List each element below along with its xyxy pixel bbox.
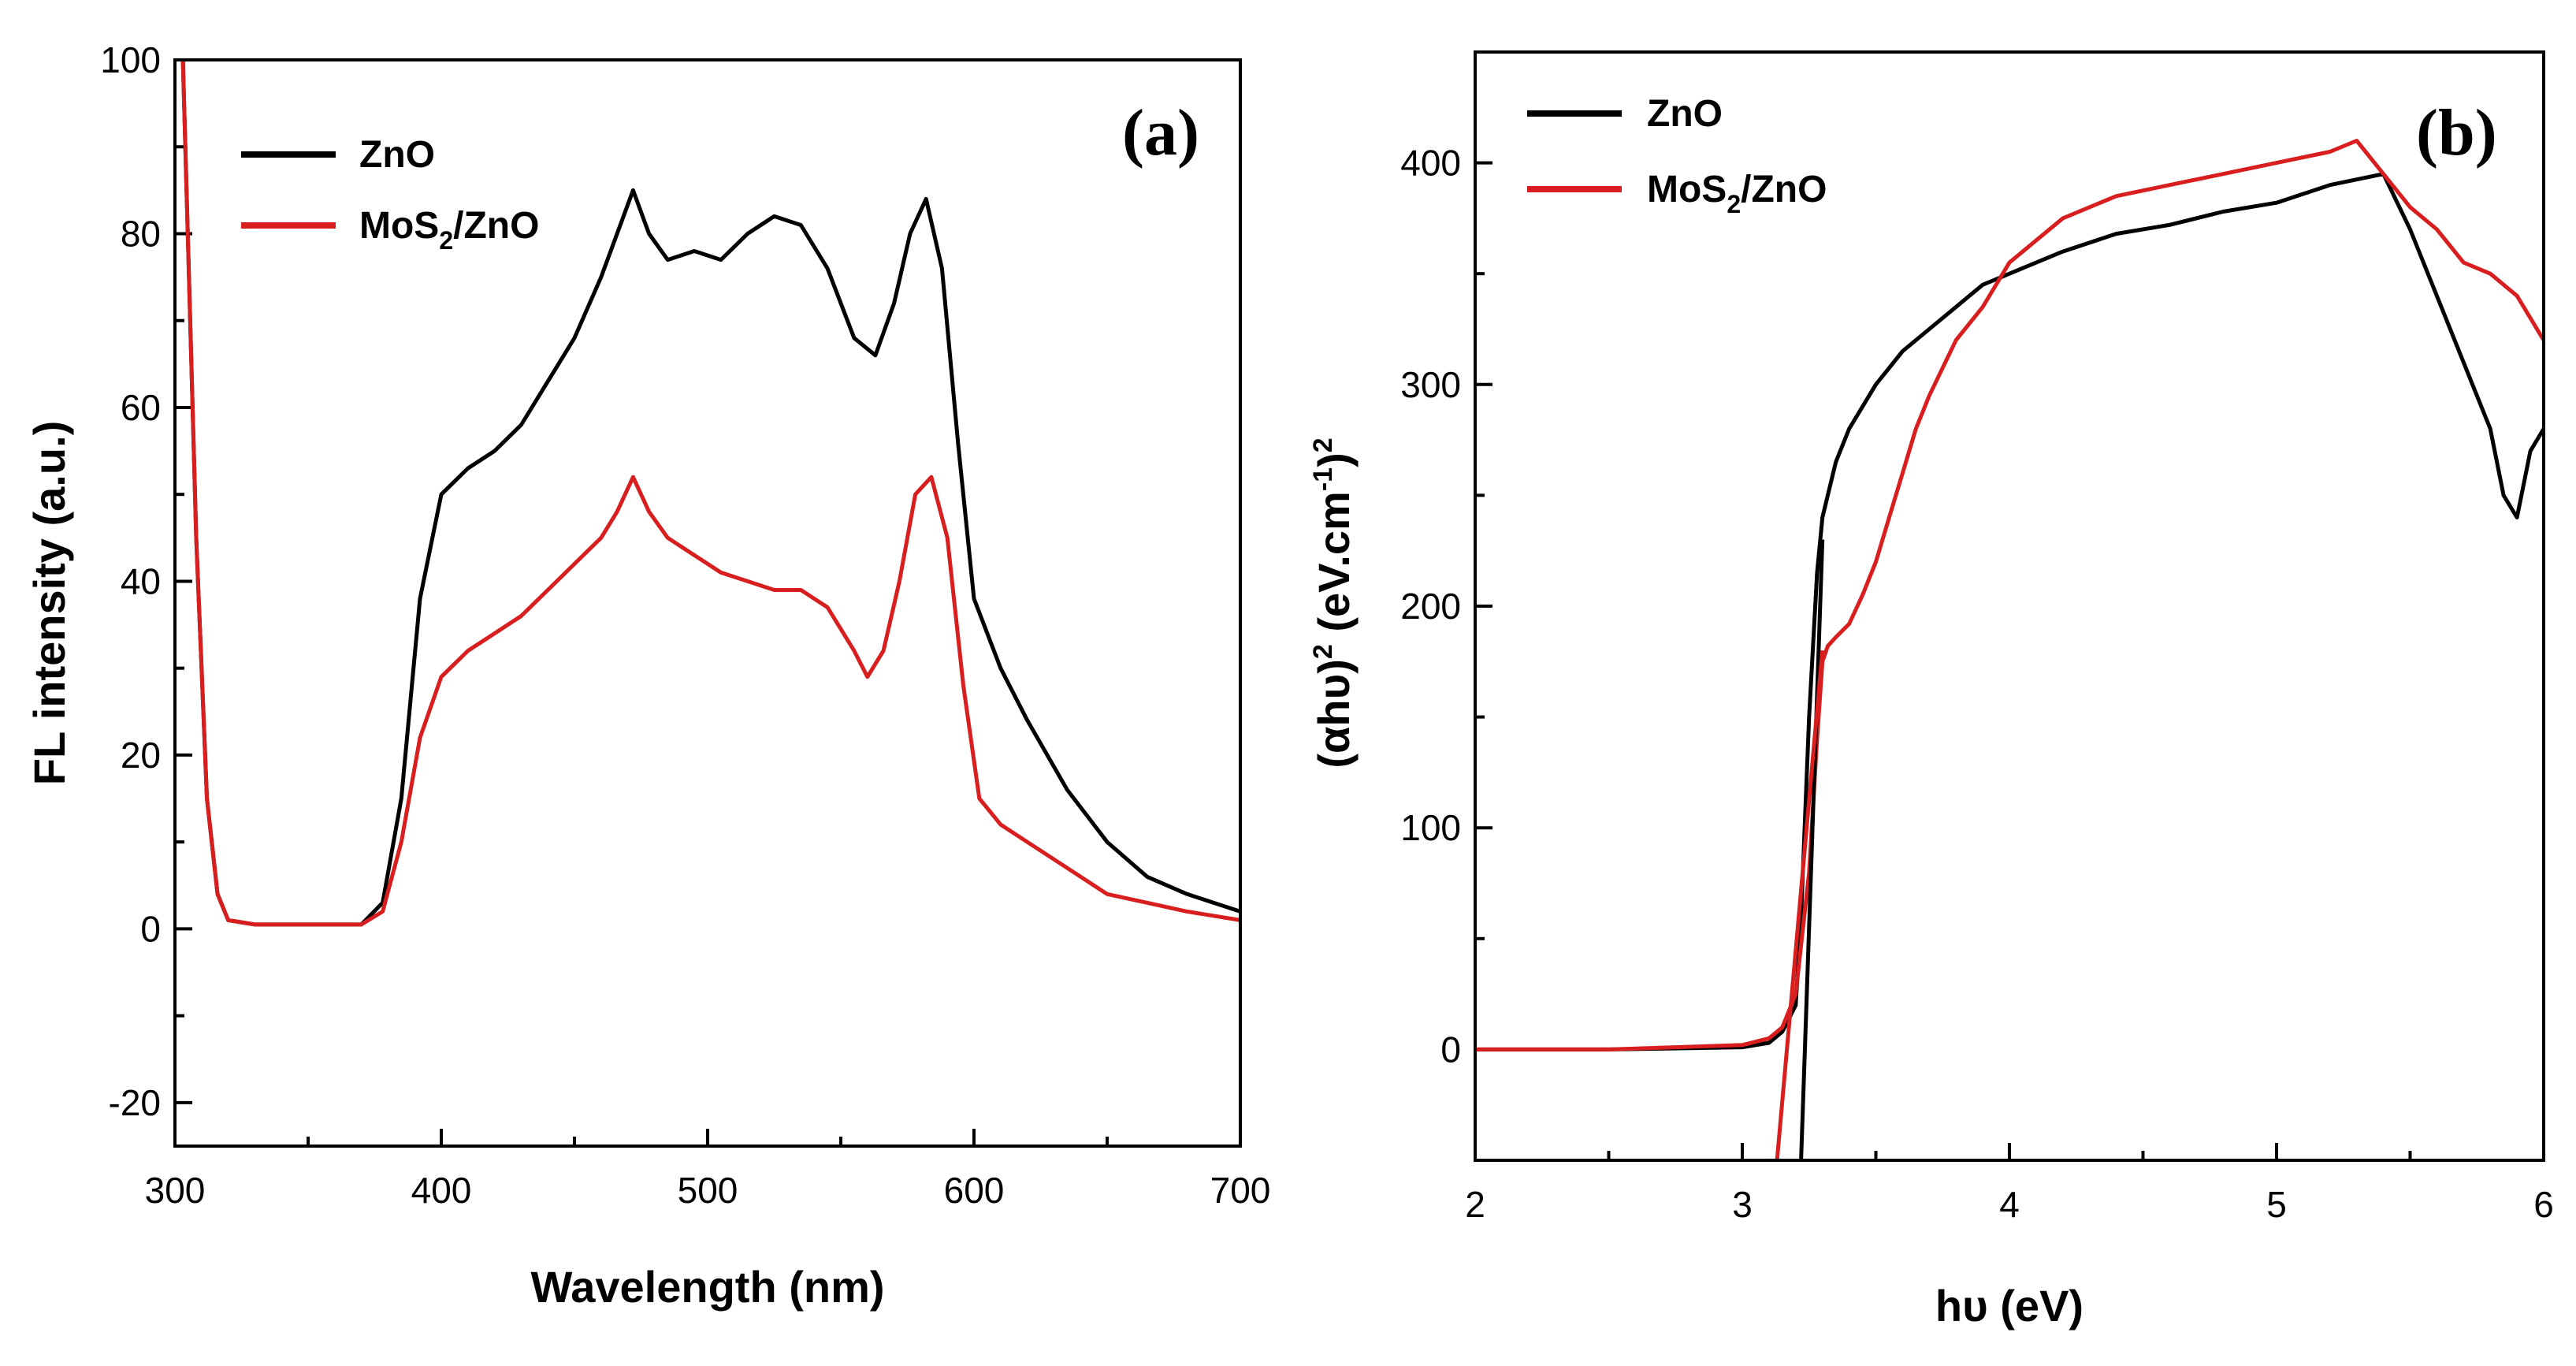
a-y-tick-label-1: 0 <box>140 908 161 949</box>
panel-b-y-axis-title: (αhυ)2 (eV.cm-1)2 <box>1308 437 1359 768</box>
a-y-tick-label-4: 60 <box>121 387 161 428</box>
b-x-tick-label-1: 3 <box>1732 1184 1753 1225</box>
a-x-tick-label-1: 400 <box>411 1170 472 1211</box>
panel-b-label: (b) <box>2416 96 2497 169</box>
panel-a-label: (a) <box>1122 96 1199 169</box>
b-x-tick-label-4: 6 <box>2533 1184 2554 1225</box>
a-x-tick-label-0: 300 <box>145 1170 206 1211</box>
b-x-tick-label-3: 5 <box>2266 1184 2287 1225</box>
panel-a-x-axis-title: Wavelength (nm) <box>530 1262 884 1312</box>
panel-a-ticks: 300 400 500 600 700 -20 0 20 40 60 80 100 <box>100 39 1270 1211</box>
a-y-tick-label-3: 40 <box>121 560 161 601</box>
b-series-zno <box>1475 172 2544 1051</box>
b-series-mos2-zno <box>1475 139 2544 1051</box>
panel-a-legend: ZnO MoS2/ZnO <box>241 134 539 255</box>
panel-a-fl-spectrum: 300 400 500 600 700 -20 0 20 40 60 80 100 (a) ZnO M… <box>24 39 1270 1312</box>
panel-b-tauc-plot: 2 3 4 5 6 0 100 200 300 400 (b) ZnO MoS2/ZnO hυ (… <box>1308 50 2554 1331</box>
panel-b-ticks: 2 3 4 5 6 0 100 200 300 400 <box>1400 143 2554 1225</box>
panel-b-legend: ZnO MoS2/ZnO <box>1527 93 1827 218</box>
legend-b-zno-label: ZnO <box>1647 93 1723 135</box>
b-x-tick-label-0: 2 <box>1465 1184 1485 1225</box>
panel-b-series <box>1475 139 2544 1160</box>
a-x-tick-label-4: 700 <box>1210 1170 1271 1211</box>
a-series-zno <box>180 60 1240 927</box>
b-series-zno-fit <box>1799 539 1825 1160</box>
a-x-tick-label-3: 600 <box>944 1170 1005 1211</box>
b-y-tick-label-1: 100 <box>1400 807 1461 848</box>
b-y-tick-label-2: 200 <box>1400 586 1461 627</box>
b-series-mos2-zno-fit <box>1775 650 1825 1160</box>
b-y-tick-label-4: 400 <box>1400 143 1461 184</box>
b-x-tick-label-2: 4 <box>1999 1184 2020 1225</box>
a-y-tick-label-0: -20 <box>109 1082 161 1123</box>
panel-b-x-axis-title: hυ (eV) <box>1935 1281 2083 1331</box>
legend-b-mos2zno-label: MoS2/ZnO <box>1647 169 1827 218</box>
b-y-tick-label-0: 0 <box>1440 1029 1461 1070</box>
a-y-tick-label-6: 100 <box>100 39 161 80</box>
a-y-tick-label-2: 20 <box>121 735 161 776</box>
a-y-tick-label-5: 80 <box>121 213 161 254</box>
b-y-tick-label-3: 300 <box>1400 364 1461 405</box>
panel-b-plot-frame <box>1474 50 2545 1162</box>
a-series-mos2-zno <box>180 60 1240 927</box>
panel-a-plot-frame <box>173 58 1242 1148</box>
a-x-tick-label-2: 500 <box>678 1170 738 1211</box>
panel-a-y-axis-title: FL intensity (a.u.) <box>24 421 74 786</box>
legend-a-zno-label: ZnO <box>359 134 435 176</box>
panel-a-series <box>180 60 1240 927</box>
legend-a-mos2zno-label: MoS2/ZnO <box>359 205 539 255</box>
